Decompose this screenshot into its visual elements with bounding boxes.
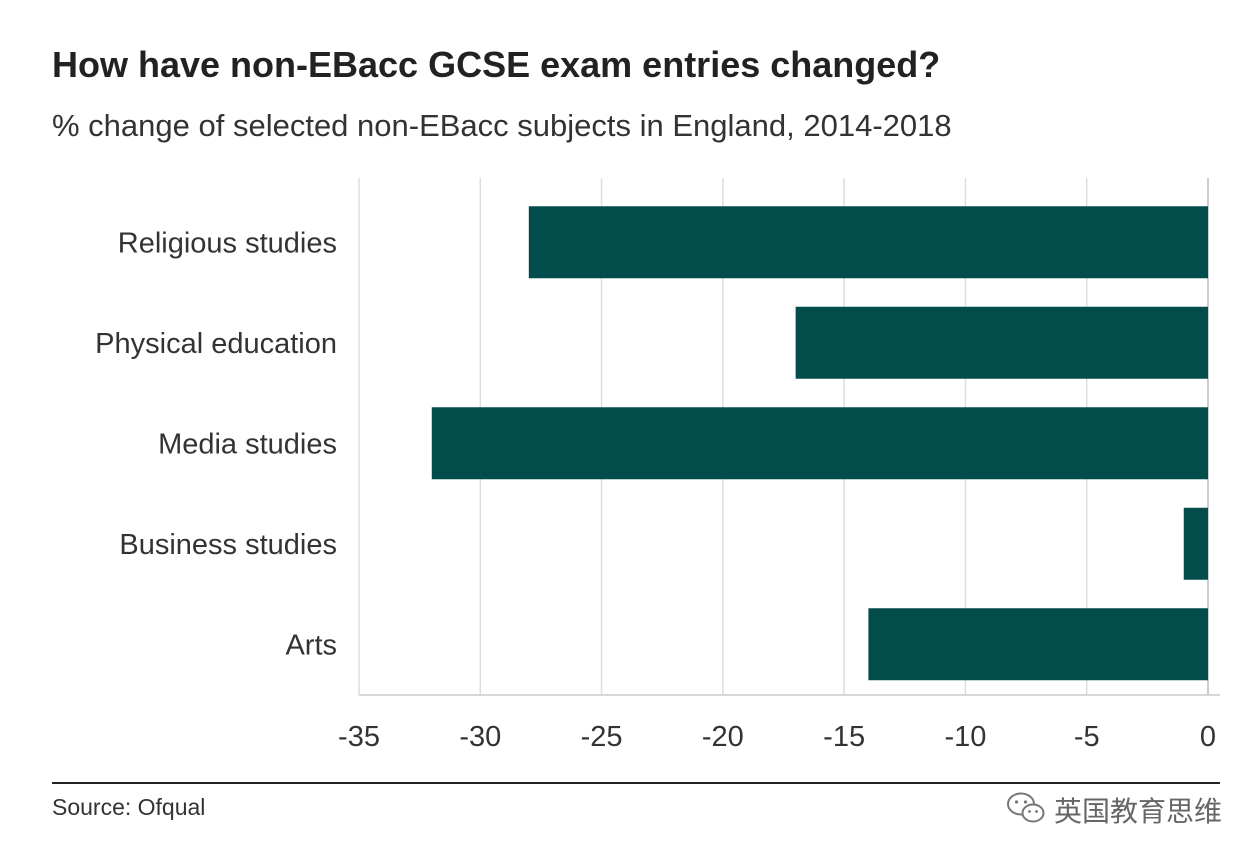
bar: [868, 608, 1208, 681]
category-label: Arts: [285, 629, 337, 661]
bars: [431, 206, 1208, 681]
x-tick-label: 0: [1200, 721, 1216, 753]
x-tick-label: -35: [338, 721, 380, 753]
category-label: Business studies: [119, 529, 337, 561]
bar: [528, 206, 1208, 279]
bar: [795, 306, 1208, 379]
watermark-text: 英国教育思维: [1053, 795, 1222, 828]
wechat-icon: [1006, 791, 1046, 830]
footer-divider: [52, 782, 1220, 784]
chart-title: How have non-EBacc GCSE exam entries cha…: [52, 44, 941, 85]
x-tick-label: -20: [702, 721, 744, 753]
category-label: Religious studies: [118, 227, 337, 259]
x-tick-label: -10: [944, 721, 986, 753]
category-label: Physical education: [95, 328, 337, 360]
x-tick-label: -25: [581, 721, 623, 753]
x-tick-label: -15: [823, 721, 865, 753]
x-tick-label: -30: [459, 721, 501, 753]
bar: [431, 407, 1208, 480]
x-tick-label: -5: [1074, 721, 1100, 753]
chart-subtitle: % change of selected non-EBacc subjects …: [52, 108, 952, 143]
source-note: Source: Ofqual: [52, 794, 206, 820]
watermark: 英国教育思维: [1006, 790, 1222, 830]
category-label: Media studies: [158, 428, 337, 460]
bar: [1183, 507, 1208, 580]
x-tick-labels: -35 -30 -25 -20 -15 -10 -5 0: [338, 721, 1216, 753]
category-labels: Religious studies Physical education Media…: [95, 227, 337, 661]
